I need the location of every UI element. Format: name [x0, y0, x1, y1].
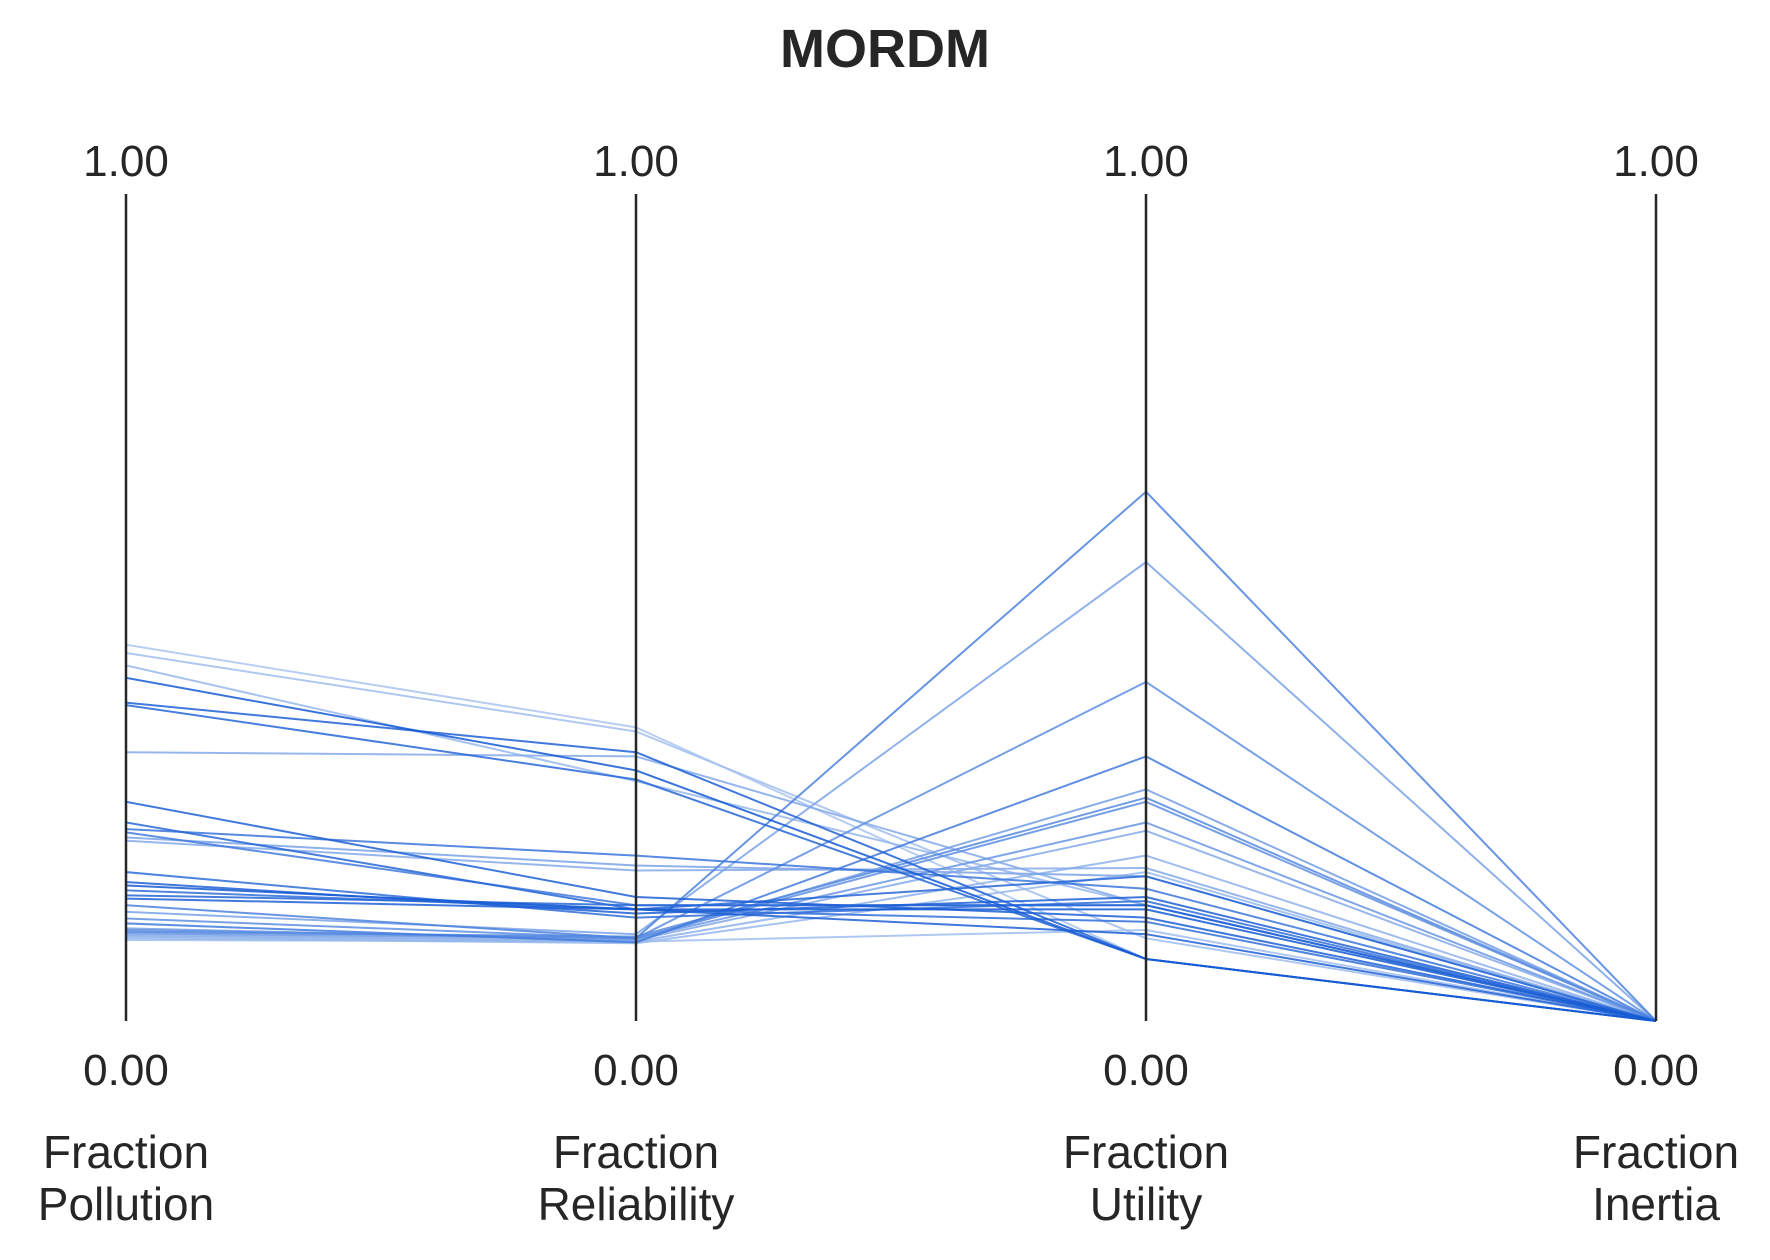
- axis-max-label-utility: 1.00: [1103, 137, 1189, 186]
- axis-name-reliability-line-1: Fraction: [553, 1126, 719, 1178]
- axis-min-label-pollution: 0.00: [83, 1046, 169, 1095]
- axes-layer: 1.000.00FractionPollution1.000.00Fractio…: [38, 137, 1739, 1230]
- series-line-22: [125, 680, 1657, 1022]
- series-line-27: [125, 821, 1657, 1022]
- axis-name-inertia-line-1: Fraction: [1573, 1126, 1739, 1178]
- axis-name-inertia-line-2: Inertia: [1592, 1178, 1720, 1230]
- axis-name-utility-line-1: Fraction: [1063, 1126, 1229, 1178]
- axis-max-label-reliability: 1.00: [593, 137, 679, 186]
- series-line-9: [125, 821, 1657, 1022]
- axis-max-label-pollution: 1.00: [83, 137, 169, 186]
- axis-max-label-inertia: 1.00: [1613, 137, 1699, 186]
- series-line-16: [125, 884, 1657, 1022]
- axis-min-label-utility: 0.00: [1103, 1046, 1189, 1095]
- axis-min-label-reliability: 0.00: [593, 1046, 679, 1095]
- series-line-20: [125, 490, 1657, 1022]
- polyline-series-layer: [125, 490, 1657, 1022]
- series-line-4: [125, 676, 1657, 1022]
- series-line-8: [125, 800, 1657, 1022]
- chart-title: MORDM: [780, 19, 990, 79]
- axis-name-pollution-line-1: Fraction: [43, 1126, 209, 1178]
- series-line-18: [125, 894, 1657, 1022]
- series-line-29: [125, 854, 1657, 1022]
- series-line-21: [125, 561, 1657, 1022]
- series-line-26: [125, 796, 1657, 1022]
- series-line-28: [125, 829, 1657, 1022]
- series-line-23: [125, 755, 1657, 1022]
- series-line-2: [125, 652, 1657, 1022]
- axis-name-reliability-line-2: Reliability: [538, 1178, 735, 1230]
- series-line-19: [125, 897, 1657, 1022]
- axis-name-pollution-line-2: Pollution: [38, 1178, 214, 1230]
- axis-min-label-inertia: 0.00: [1613, 1046, 1699, 1095]
- series-line-10: [125, 828, 1657, 1022]
- axis-name-utility-line-2: Utility: [1090, 1178, 1202, 1230]
